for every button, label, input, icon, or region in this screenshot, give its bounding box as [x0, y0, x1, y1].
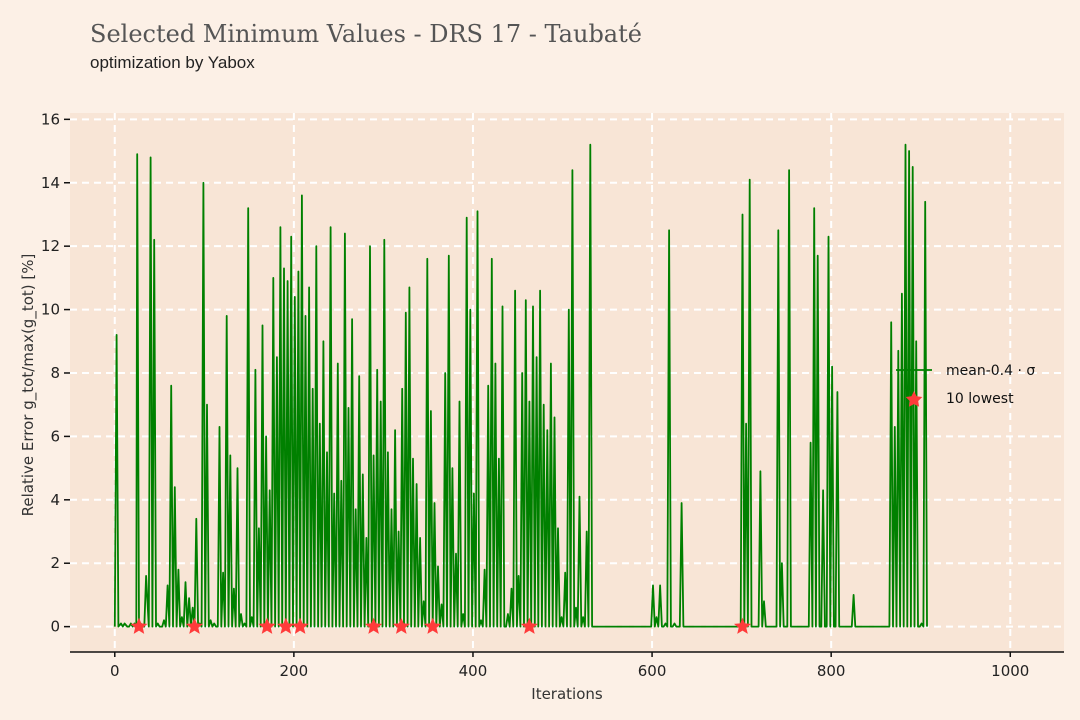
legend: mean-0.4 · σ 10 lowest — [896, 363, 1035, 407]
lowest-marker — [185, 617, 203, 634]
y-tick-label: 6 — [50, 427, 60, 445]
x-tick-label: 200 — [280, 662, 309, 680]
series-line — [113, 143, 928, 628]
x-tick-label: 1000 — [991, 662, 1029, 680]
y-tick-label: 4 — [50, 491, 60, 509]
y-tick-label: 10 — [41, 301, 60, 319]
lowest-marker — [365, 617, 383, 634]
lowest-marker — [277, 617, 295, 634]
y-tick-label: 0 — [50, 618, 60, 636]
x-axis-ticks: 0 200 400 600 800 1000 — [110, 652, 1029, 680]
x-tick-label: 400 — [459, 662, 488, 680]
x-tick-label: 600 — [638, 662, 667, 680]
y-tick-label: 14 — [41, 174, 60, 192]
x-tick-label: 800 — [817, 662, 846, 680]
y-tick-label: 12 — [41, 237, 60, 255]
legend-label-markers: 10 lowest — [946, 391, 1014, 407]
lowest-marker — [734, 617, 752, 634]
y-axis-ticks: 0 2 4 6 8 10 12 14 16 — [41, 110, 70, 636]
lowest-marker — [392, 617, 410, 634]
chart-title: Selected Minimum Values - DRS 17 - Tauba… — [90, 20, 642, 48]
y-axis-label: Relative Error g_tot/max(g_tot) [%] — [19, 254, 38, 517]
legend-label-line: mean-0.4 · σ — [946, 363, 1035, 379]
lowest-marker — [291, 617, 309, 634]
y-tick-label: 2 — [50, 554, 60, 572]
lowest-marker — [424, 617, 442, 634]
lowest-marker — [130, 617, 148, 634]
x-tick-label: 0 — [110, 662, 120, 680]
legend-star-swatch — [905, 391, 923, 407]
lowest-markers — [130, 617, 752, 634]
series-lines — [113, 143, 928, 628]
x-axis-label: Iterations — [531, 685, 603, 703]
chart-subtitle: optimization by Yabox — [90, 53, 255, 72]
lowest-marker — [520, 617, 538, 634]
lowest-marker — [258, 617, 276, 634]
y-tick-label: 16 — [41, 110, 60, 128]
y-tick-label: 8 — [50, 364, 60, 382]
